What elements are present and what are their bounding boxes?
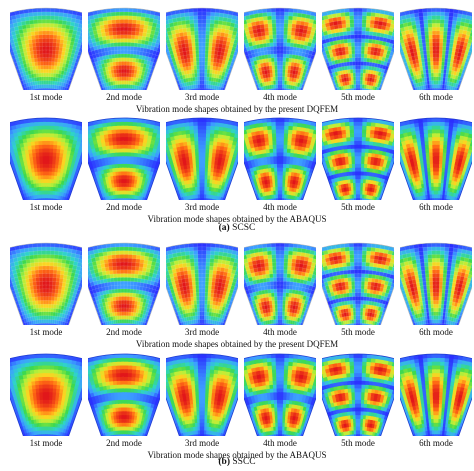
mode-shape-1-1-0 [0, 350, 96, 443]
mode-label: 6th mode [419, 327, 453, 337]
mode-label: 3rd mode [184, 438, 220, 448]
subfigure-tag: (b) [218, 457, 230, 467]
mode-contour-1-0-2 [152, 242, 252, 331]
mode-label: 3rd mode [184, 92, 220, 102]
mode-label: 6th mode [419, 202, 453, 212]
mode-contour-0-0-0 [0, 7, 96, 96]
mode-shape-1-1-3 [230, 350, 330, 443]
mode-shape-0-0-3 [230, 4, 330, 96]
mode-label: 4th mode [263, 438, 297, 448]
mode-contour-1-0-5 [386, 242, 474, 331]
mode-contour-0-0-4 [308, 7, 408, 96]
mode-contour-0-1-2 [152, 117, 252, 207]
mode-contour-1-1-3 [230, 353, 330, 443]
mode-contour-0-0-5 [386, 7, 474, 96]
mode-label: 1st mode [29, 92, 63, 102]
mode-label: 2nd mode [106, 327, 142, 337]
mode-shape-1-0-3 [230, 239, 330, 331]
mode-shape-0-1-1 [74, 114, 174, 207]
mode-contour-1-0-3 [230, 242, 330, 331]
mode-shape-1-0-0 [0, 239, 96, 331]
mode-contour-1-1-2 [152, 353, 252, 443]
mode-contour-1-0-0 [0, 242, 96, 331]
subfigure-name: SSCC [232, 457, 256, 467]
mode-shape-1-1-4 [308, 350, 408, 443]
mode-shape-0-0-0 [0, 4, 96, 96]
mode-shape-1-0-5 [386, 239, 474, 331]
mode-label: 2nd mode [106, 438, 142, 448]
mode-label: 4th mode [263, 327, 297, 337]
mode-contour-1-1-5 [386, 353, 474, 443]
mode-contour-0-0-1 [74, 7, 174, 96]
mode-shape-1-1-1 [74, 350, 174, 443]
mode-shape-1-0-2 [152, 239, 252, 331]
subfigure-tag: (a) [218, 223, 230, 233]
mode-label: 5th mode [341, 92, 375, 102]
mode-shape-0-1-5 [386, 114, 474, 207]
mode-shape-0-1-4 [308, 114, 408, 207]
row-caption: Vibration mode shapes obtained by the AB… [147, 214, 327, 224]
mode-contour-1-0-4 [308, 242, 408, 331]
mode-contour-0-0-3 [230, 7, 330, 96]
subfigure-name: SCSC [232, 223, 256, 233]
row-caption: Vibration mode shapes obtained by the pr… [135, 104, 339, 114]
mode-shape-1-1-2 [152, 350, 252, 443]
mode-label: 6th mode [419, 438, 453, 448]
row-caption: Vibration mode shapes obtained by the AB… [147, 450, 327, 460]
mode-label: 5th mode [341, 327, 375, 337]
mode-contour-1-0-1 [74, 242, 174, 331]
mode-shape-1-1-5 [386, 350, 474, 443]
mode-shape-0-1-0 [0, 114, 96, 207]
subfigure-caption: (a) SCSC [0, 222, 474, 234]
mode-shape-0-0-5 [386, 4, 474, 96]
mode-shape-0-1-2 [152, 114, 252, 207]
mode-shape-1-0-1 [74, 239, 174, 331]
row-caption: Vibration mode shapes obtained by the pr… [135, 339, 339, 349]
mode-label: 1st mode [29, 327, 63, 337]
mode-shape-0-1-3 [230, 114, 330, 207]
mode-shape-0-0-2 [152, 4, 252, 96]
mode-shape-0-0-1 [74, 4, 174, 96]
mode-contour-0-0-2 [152, 7, 252, 96]
mode-contour-0-1-0 [0, 117, 96, 207]
mode-shape-1-0-4 [308, 239, 408, 331]
mode-contour-1-1-0 [0, 353, 96, 443]
mode-label: 2nd mode [106, 92, 142, 102]
mode-contour-0-1-1 [74, 117, 174, 207]
mode-label: 2nd mode [106, 202, 142, 212]
mode-label: 4th mode [263, 202, 297, 212]
mode-contour-0-1-4 [308, 117, 408, 207]
mode-shape-0-0-4 [308, 4, 408, 96]
subfigure-caption: (b) SSCC [0, 456, 474, 468]
mode-label: 3rd mode [184, 202, 220, 212]
mode-label: 5th mode [341, 438, 375, 448]
mode-label: 4th mode [263, 92, 297, 102]
mode-label: 3rd mode [184, 327, 220, 337]
mode-label: 5th mode [341, 202, 375, 212]
mode-label: 6th mode [419, 92, 453, 102]
mode-label: 1st mode [29, 202, 63, 212]
mode-contour-1-1-1 [74, 353, 174, 443]
mode-contour-1-1-4 [308, 353, 408, 443]
mode-contour-0-1-3 [230, 117, 330, 207]
mode-label: 1st mode [29, 438, 63, 448]
mode-contour-0-1-5 [386, 117, 474, 207]
